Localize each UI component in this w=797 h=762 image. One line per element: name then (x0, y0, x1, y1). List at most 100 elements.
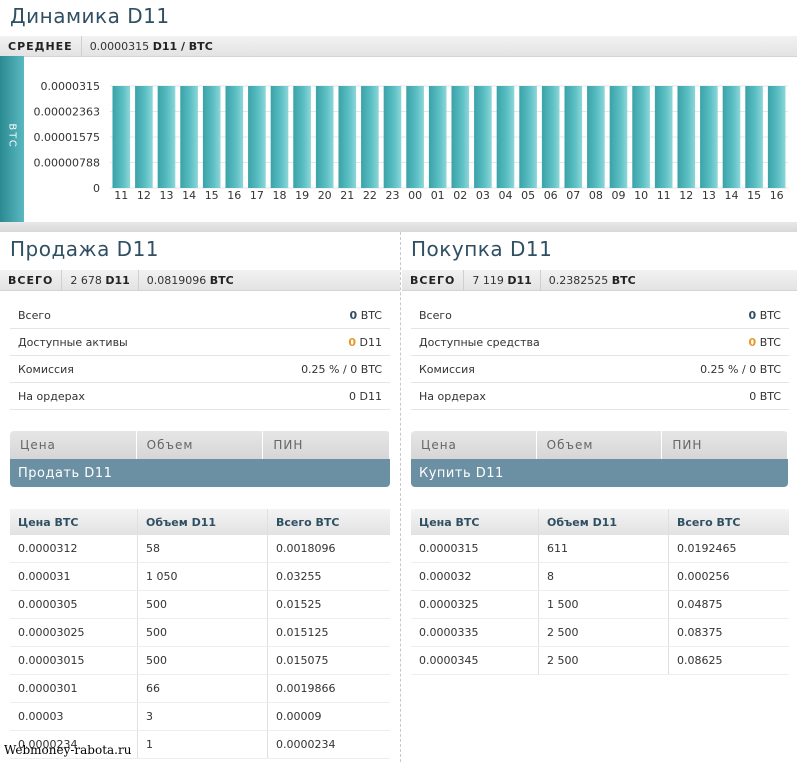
buy-info-unit: BTC (759, 308, 781, 322)
chart-bar[interactable] (677, 86, 696, 188)
chart-bar[interactable] (654, 86, 673, 188)
chart-bar[interactable] (225, 86, 244, 188)
table-row[interactable]: 0.0000325 1 500 0.04875 (411, 591, 789, 619)
sell-info-unit: BTC (360, 308, 382, 322)
buy-button[interactable]: Купить D11 (411, 459, 788, 487)
table-row[interactable]: 0.000031 1 050 0.03255 (10, 563, 390, 591)
buy-info-value: 0.25 % / 0 BTC (700, 363, 789, 376)
chart-bar[interactable] (406, 86, 424, 188)
chart-bar[interactable] (722, 86, 741, 188)
chart-bar[interactable] (315, 86, 334, 188)
buy-total-btc-cell: 0.2382525 BTC (541, 270, 644, 290)
x-tick-label: 04 (499, 189, 513, 202)
chart-bar[interactable] (338, 86, 357, 188)
chart-bar[interactable] (180, 86, 198, 188)
buy-info-row: Комиссия 0.25 % / 0 BTC (411, 356, 789, 383)
sell-total-label: ВСЕГО (0, 270, 63, 290)
sell-pin-input[interactable]: ПИН (263, 431, 390, 459)
chart-bar[interactable] (135, 86, 153, 188)
table-cell: 0.01525 (276, 598, 322, 611)
x-tick-label: 22 (363, 189, 377, 202)
buy-info-row: Доступные средства 0 BTC (411, 329, 789, 356)
chart-bar[interactable] (270, 86, 289, 188)
table-row[interactable]: 0.00003015 500 0.015075 (10, 647, 390, 675)
sell-total-btc-cur: BTC (209, 273, 234, 287)
sell-column-header: Всего BTC (276, 515, 340, 529)
table-cell: 0.00003015 (10, 647, 138, 674)
average-strip: СРЕДНЕЕ 0.0000315 D11 / BTC (0, 36, 797, 57)
sell-info-key: Всего (18, 308, 51, 322)
page-title: Динамика D11 (10, 4, 170, 28)
chart-bar[interactable] (700, 86, 718, 188)
table-cell: 0.015125 (276, 626, 329, 639)
table-cell: 0.000032 (411, 563, 539, 590)
x-tick-label: 15 (205, 189, 219, 202)
table-row[interactable]: 0.0000305 500 0.01525 (10, 591, 390, 619)
table-cell: 611 (539, 535, 669, 562)
table-row[interactable]: 0.000032 8 0.000256 (411, 563, 789, 591)
sell-price-input[interactable]: Цена (10, 431, 137, 459)
chart-axis-tab: BTC (0, 56, 24, 222)
sell-volume-input[interactable]: Объем (137, 431, 264, 459)
x-tick-label: 11 (657, 189, 671, 202)
table-cell: 500 (138, 619, 268, 646)
x-tick-label: 20 (318, 189, 332, 202)
chart-bar[interactable] (587, 86, 605, 188)
chart-bar[interactable] (496, 86, 515, 188)
chart-bar[interactable] (248, 86, 266, 188)
table-row[interactable]: 0.0000301 66 0.0019866 (10, 675, 390, 703)
chart-bar[interactable] (157, 86, 176, 188)
x-tick-label: 05 (521, 189, 535, 202)
table-row[interactable]: 0.0000234 1 0.0000234 (10, 731, 390, 759)
buy-pin-input[interactable]: ПИН (662, 431, 788, 459)
buy-info-unit: 0.25 % / 0 BTC (700, 362, 781, 376)
table-row[interactable]: 0.0000345 2 500 0.08625 (411, 647, 789, 675)
x-tick-label: 07 (566, 189, 580, 202)
table-cell: 0.0192465 (677, 542, 737, 555)
table-row[interactable]: 0.00003025 500 0.015125 (10, 619, 390, 647)
chart-bar[interactable] (564, 86, 583, 188)
table-row[interactable]: 0.00003 3 0.00009 (10, 703, 390, 731)
sell-button[interactable]: Продать D11 (10, 459, 390, 487)
sell-balance-info: Всего 0 BTC Доступные активы 0 D11 Комиссия 0… (10, 302, 390, 410)
chart-bar[interactable] (745, 86, 763, 188)
chart-bar[interactable] (609, 86, 628, 188)
buy-price-input[interactable]: Цена (411, 431, 537, 459)
sell-info-key: На ордерах (18, 389, 85, 403)
chart-bar[interactable] (428, 86, 447, 188)
sell-column-header: Объем D11 (138, 509, 268, 535)
chart-bar[interactable] (202, 86, 221, 188)
sell-info-number: 0 (348, 335, 357, 349)
chart-bar[interactable] (112, 86, 131, 188)
chart-bar[interactable] (632, 86, 650, 188)
x-tick-label: 13 (160, 189, 174, 202)
sell-total-amount: 2 678 (70, 273, 102, 287)
chart-bar[interactable] (383, 86, 402, 188)
sell-info-value: 0.25 % / 0 BTC (301, 363, 390, 376)
x-tick-label: 21 (340, 189, 354, 202)
chart-bar[interactable] (451, 86, 470, 188)
table-cell: 0.000256 (677, 570, 730, 583)
table-cell: 1 500 (539, 591, 669, 618)
table-row[interactable]: 0.0000335 2 500 0.08375 (411, 619, 789, 647)
chart-bar[interactable] (474, 86, 492, 188)
buy-form: Цена Объем ПИН Купить D11 (411, 431, 788, 487)
buy-info-value: 0 BTC (749, 390, 789, 403)
table-row[interactable]: 0.0000312 58 0.0018096 (10, 535, 390, 563)
sell-info-value: 0 BTC (350, 309, 390, 322)
sell-total-btc: 0.0819096 (146, 273, 207, 287)
chart-bar[interactable] (519, 86, 537, 188)
chart-bar[interactable] (541, 86, 560, 188)
chart-bar[interactable] (293, 86, 311, 188)
x-tick-label: 12 (679, 189, 693, 202)
chart-bar[interactable] (767, 86, 786, 188)
table-cell: 0.00003 (10, 703, 138, 730)
x-tick-label: 09 (612, 189, 626, 202)
table-row[interactable]: 0.0000315 611 0.0192465 (411, 535, 789, 563)
average-label: СРЕДНЕЕ (0, 36, 82, 56)
buy-volume-input[interactable]: Объем (537, 431, 663, 459)
sell-total-btc-cell: 0.0819096 BTC (139, 270, 242, 290)
table-cell: 0.0000315 (411, 535, 539, 562)
buy-total-amount: 7 119 (472, 273, 504, 287)
chart-bar[interactable] (361, 86, 379, 188)
